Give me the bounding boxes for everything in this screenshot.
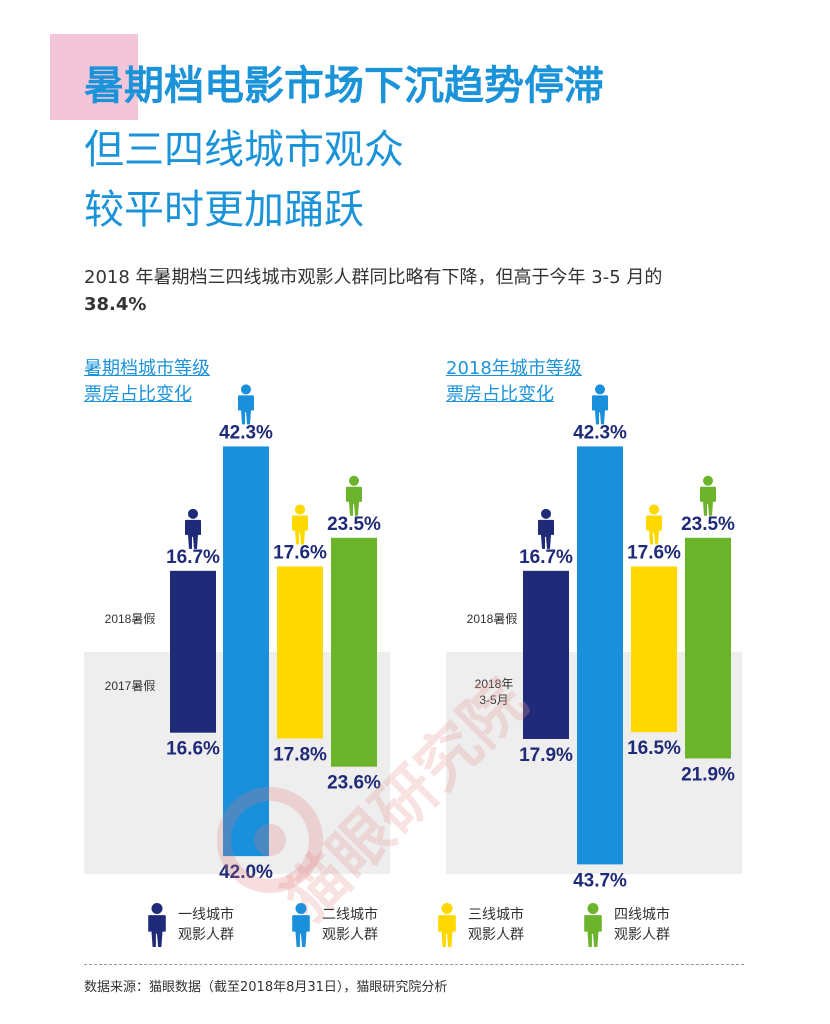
legend-item-3: 三线城市 观影人群 [436, 903, 540, 947]
bar-upper-1 [170, 570, 216, 652]
series-label-lower-line-2: 3-5月 [479, 693, 508, 707]
bar-upper-2 [577, 446, 623, 652]
subtitle-highlight: 38.4% [84, 294, 147, 315]
chart-1-title: 暑期档城市等级 票房占比变化 [84, 356, 210, 408]
person-icon-3 [292, 504, 308, 545]
data-label-lower-2: 43.7% [573, 870, 627, 891]
bar-lower-2 [223, 652, 269, 857]
legend-label: 四线城市 观影人群 [614, 905, 686, 945]
data-label-lower-2: 42.0% [219, 862, 273, 883]
bar-upper-2 [223, 446, 269, 652]
source-note: 数据来源：猫眼数据（截至2018年8月31日），猫眼研究院分析 [84, 980, 448, 995]
chart-2: 2018暑假 2018年 3-5月 16.7% 17.9% 42.3% 43.7% 17.6%… [446, 384, 742, 891]
legend-item-1: 一线城市 观影人群 [146, 903, 250, 947]
bar-lower-4 [685, 652, 731, 759]
bar-upper-4 [331, 537, 377, 652]
legend-label-line-1: 二线城市 [322, 907, 378, 923]
chart-2-title-line-2: 票房占比变化 [446, 384, 554, 405]
legend-label-line-2: 观影人群 [614, 927, 670, 943]
data-label-upper-3: 17.6% [273, 542, 327, 563]
series-label-lower-line-1: 2018年 [475, 677, 514, 691]
page-title-line-3: 较平时更加踊跃 [84, 187, 364, 233]
person-icon-4 [700, 475, 716, 516]
data-label-upper-2: 42.3% [573, 422, 627, 443]
bar-upper-3 [631, 566, 677, 652]
person-icon [148, 903, 166, 947]
bar-lower-1 [523, 652, 569, 739]
bar-upper-4 [685, 537, 731, 652]
person-icon [292, 903, 310, 947]
divider [84, 964, 744, 965]
data-label-lower-1: 16.6% [166, 739, 220, 760]
legend-label: 一线城市 观影人群 [178, 905, 250, 945]
bar-upper-1 [523, 570, 569, 652]
chart-2-title-line-1: 2018年城市等级 [446, 358, 582, 379]
bar-upper-3 [277, 566, 323, 652]
subtitle-text: 2018 年暑期档三四线城市观影人群同比略有下降，但高于今年 3-5 月的 [84, 267, 663, 288]
bar-lower-2 [577, 652, 623, 865]
subtitle: 2018 年暑期档三四线城市观影人群同比略有下降，但高于今年 3-5 月的 38… [84, 264, 684, 318]
person-icon-1 [538, 508, 554, 549]
chart-2-title: 2018年城市等级 票房占比变化 [446, 356, 582, 408]
legend-label: 三线城市 观影人群 [468, 905, 540, 945]
person-icon [584, 903, 602, 947]
data-label-lower-3: 17.8% [273, 745, 327, 766]
bar-lower-1 [170, 652, 216, 733]
legend-label-line-1: 一线城市 [178, 907, 234, 923]
legend-label-line-1: 四线城市 [614, 907, 670, 923]
data-label-lower-1: 17.9% [519, 745, 573, 766]
data-label-lower-3: 16.5% [627, 738, 681, 759]
chart-1-title-line-1: 暑期档城市等级 [84, 358, 210, 379]
bar-lower-3 [277, 652, 323, 739]
legend-label-line-1: 三线城市 [468, 907, 524, 923]
legend-item-2: 二线城市 观影人群 [290, 903, 394, 947]
series-label-upper: 2018暑假 [105, 612, 156, 626]
person-icon-4 [346, 475, 362, 516]
legend-item-4: 四线城市 观影人群 [582, 903, 686, 947]
data-label-lower-4: 21.9% [681, 764, 735, 785]
person-icon-3 [646, 504, 662, 545]
bar-lower-4 [331, 652, 377, 767]
watermark-logo-icon [217, 787, 323, 893]
data-label-upper-3: 17.6% [627, 542, 681, 563]
legend-label-line-2: 观影人群 [178, 927, 234, 943]
series-label-upper: 2018暑假 [467, 612, 518, 626]
chart-1-title-line-2: 票房占比变化 [84, 384, 192, 405]
person-icon [438, 903, 456, 947]
data-label-lower-4: 23.6% [327, 773, 381, 794]
person-icon-2 [238, 384, 254, 425]
data-label-upper-2: 42.3% [219, 422, 273, 443]
decorative-pink-square [50, 34, 138, 120]
legend-label: 二线城市 观影人群 [322, 905, 394, 945]
page-title: 暑期档电影市场下沉趋势停滞 [84, 63, 604, 109]
page-title-line-2: 但三四线城市观众 [84, 127, 404, 173]
legend-label-line-2: 观影人群 [322, 927, 378, 943]
legend-label-line-2: 观影人群 [468, 927, 524, 943]
data-label-upper-1: 16.7% [166, 547, 220, 568]
data-label-upper-1: 16.7% [519, 547, 573, 568]
data-label-upper-4: 23.5% [327, 514, 381, 535]
data-label-upper-4: 23.5% [681, 514, 735, 535]
person-icon-2 [592, 384, 608, 425]
series-label-lower: 2017暑假 [105, 679, 156, 693]
person-icon-1 [185, 508, 201, 549]
chart-1: 2018暑假 2017暑假 16.7% 16.6% 42.3% 42.0% 17.6% 17.… [84, 384, 390, 883]
bar-lower-3 [631, 652, 677, 733]
